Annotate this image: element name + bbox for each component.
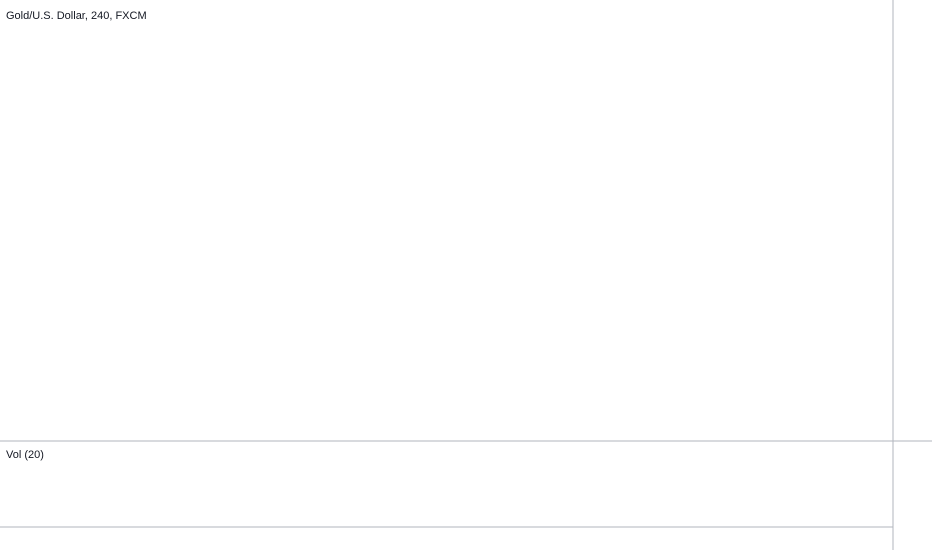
chart-title: Gold/U.S. Dollar, 240, FXCM [6, 10, 147, 22]
volume-title: Vol (20) [6, 449, 44, 461]
title-bg [2, 6, 142, 24]
